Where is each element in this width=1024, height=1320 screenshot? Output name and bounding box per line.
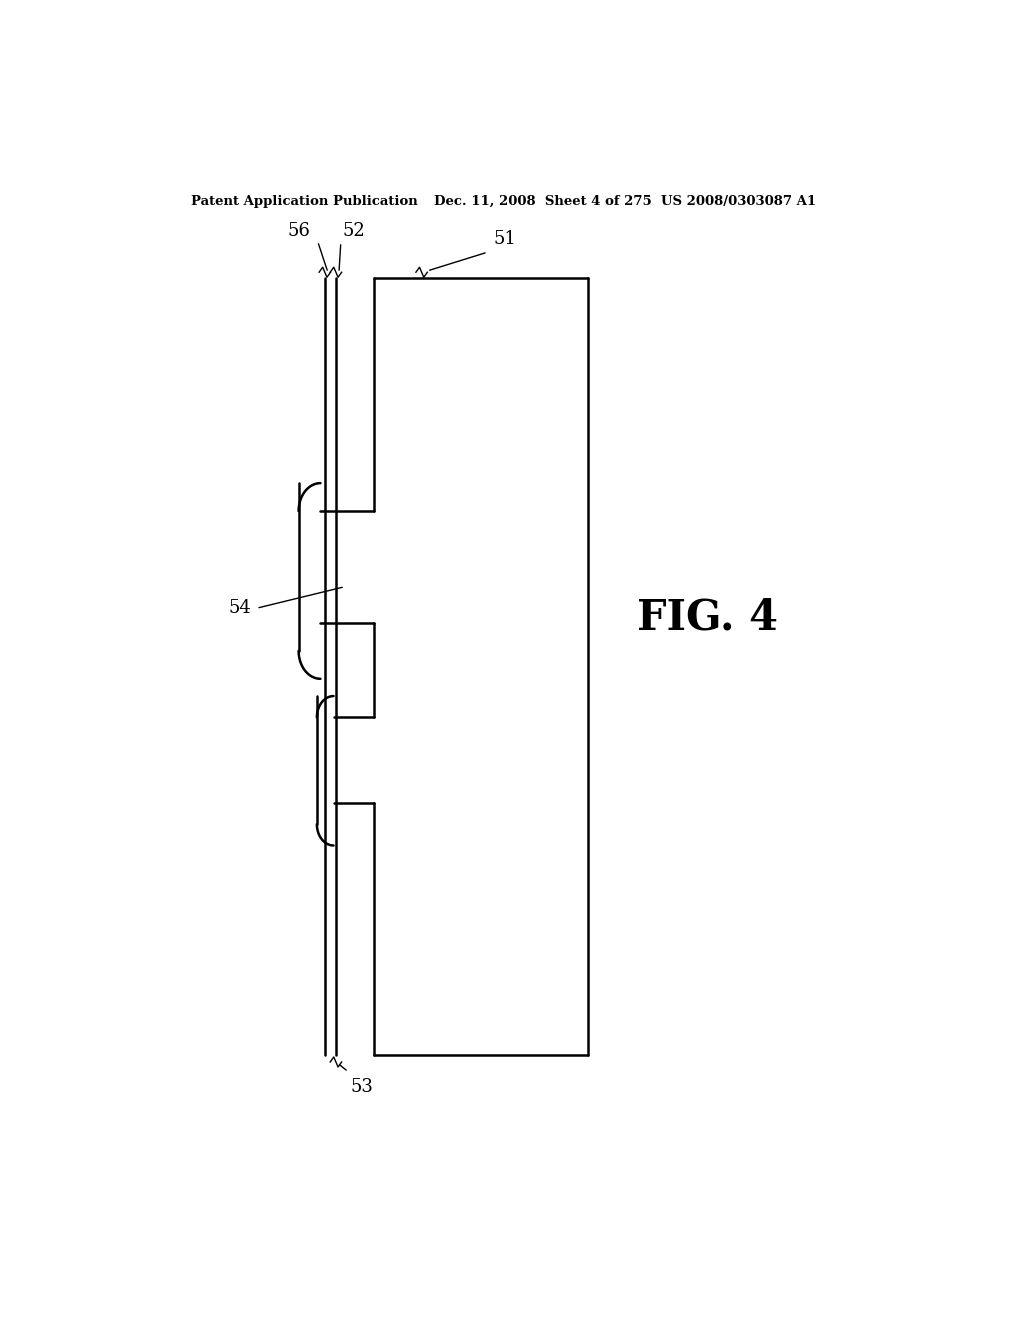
Text: 51: 51 xyxy=(494,230,516,248)
Text: Patent Application Publication: Patent Application Publication xyxy=(191,194,418,207)
Text: US 2008/0303087 A1: US 2008/0303087 A1 xyxy=(662,194,816,207)
Text: Dec. 11, 2008  Sheet 4 of 275: Dec. 11, 2008 Sheet 4 of 275 xyxy=(433,194,651,207)
Text: FIG. 4: FIG. 4 xyxy=(637,597,778,639)
Text: 56: 56 xyxy=(288,222,310,240)
Text: 53: 53 xyxy=(350,1078,373,1096)
Text: 54: 54 xyxy=(228,599,251,616)
Text: 52: 52 xyxy=(342,222,365,240)
